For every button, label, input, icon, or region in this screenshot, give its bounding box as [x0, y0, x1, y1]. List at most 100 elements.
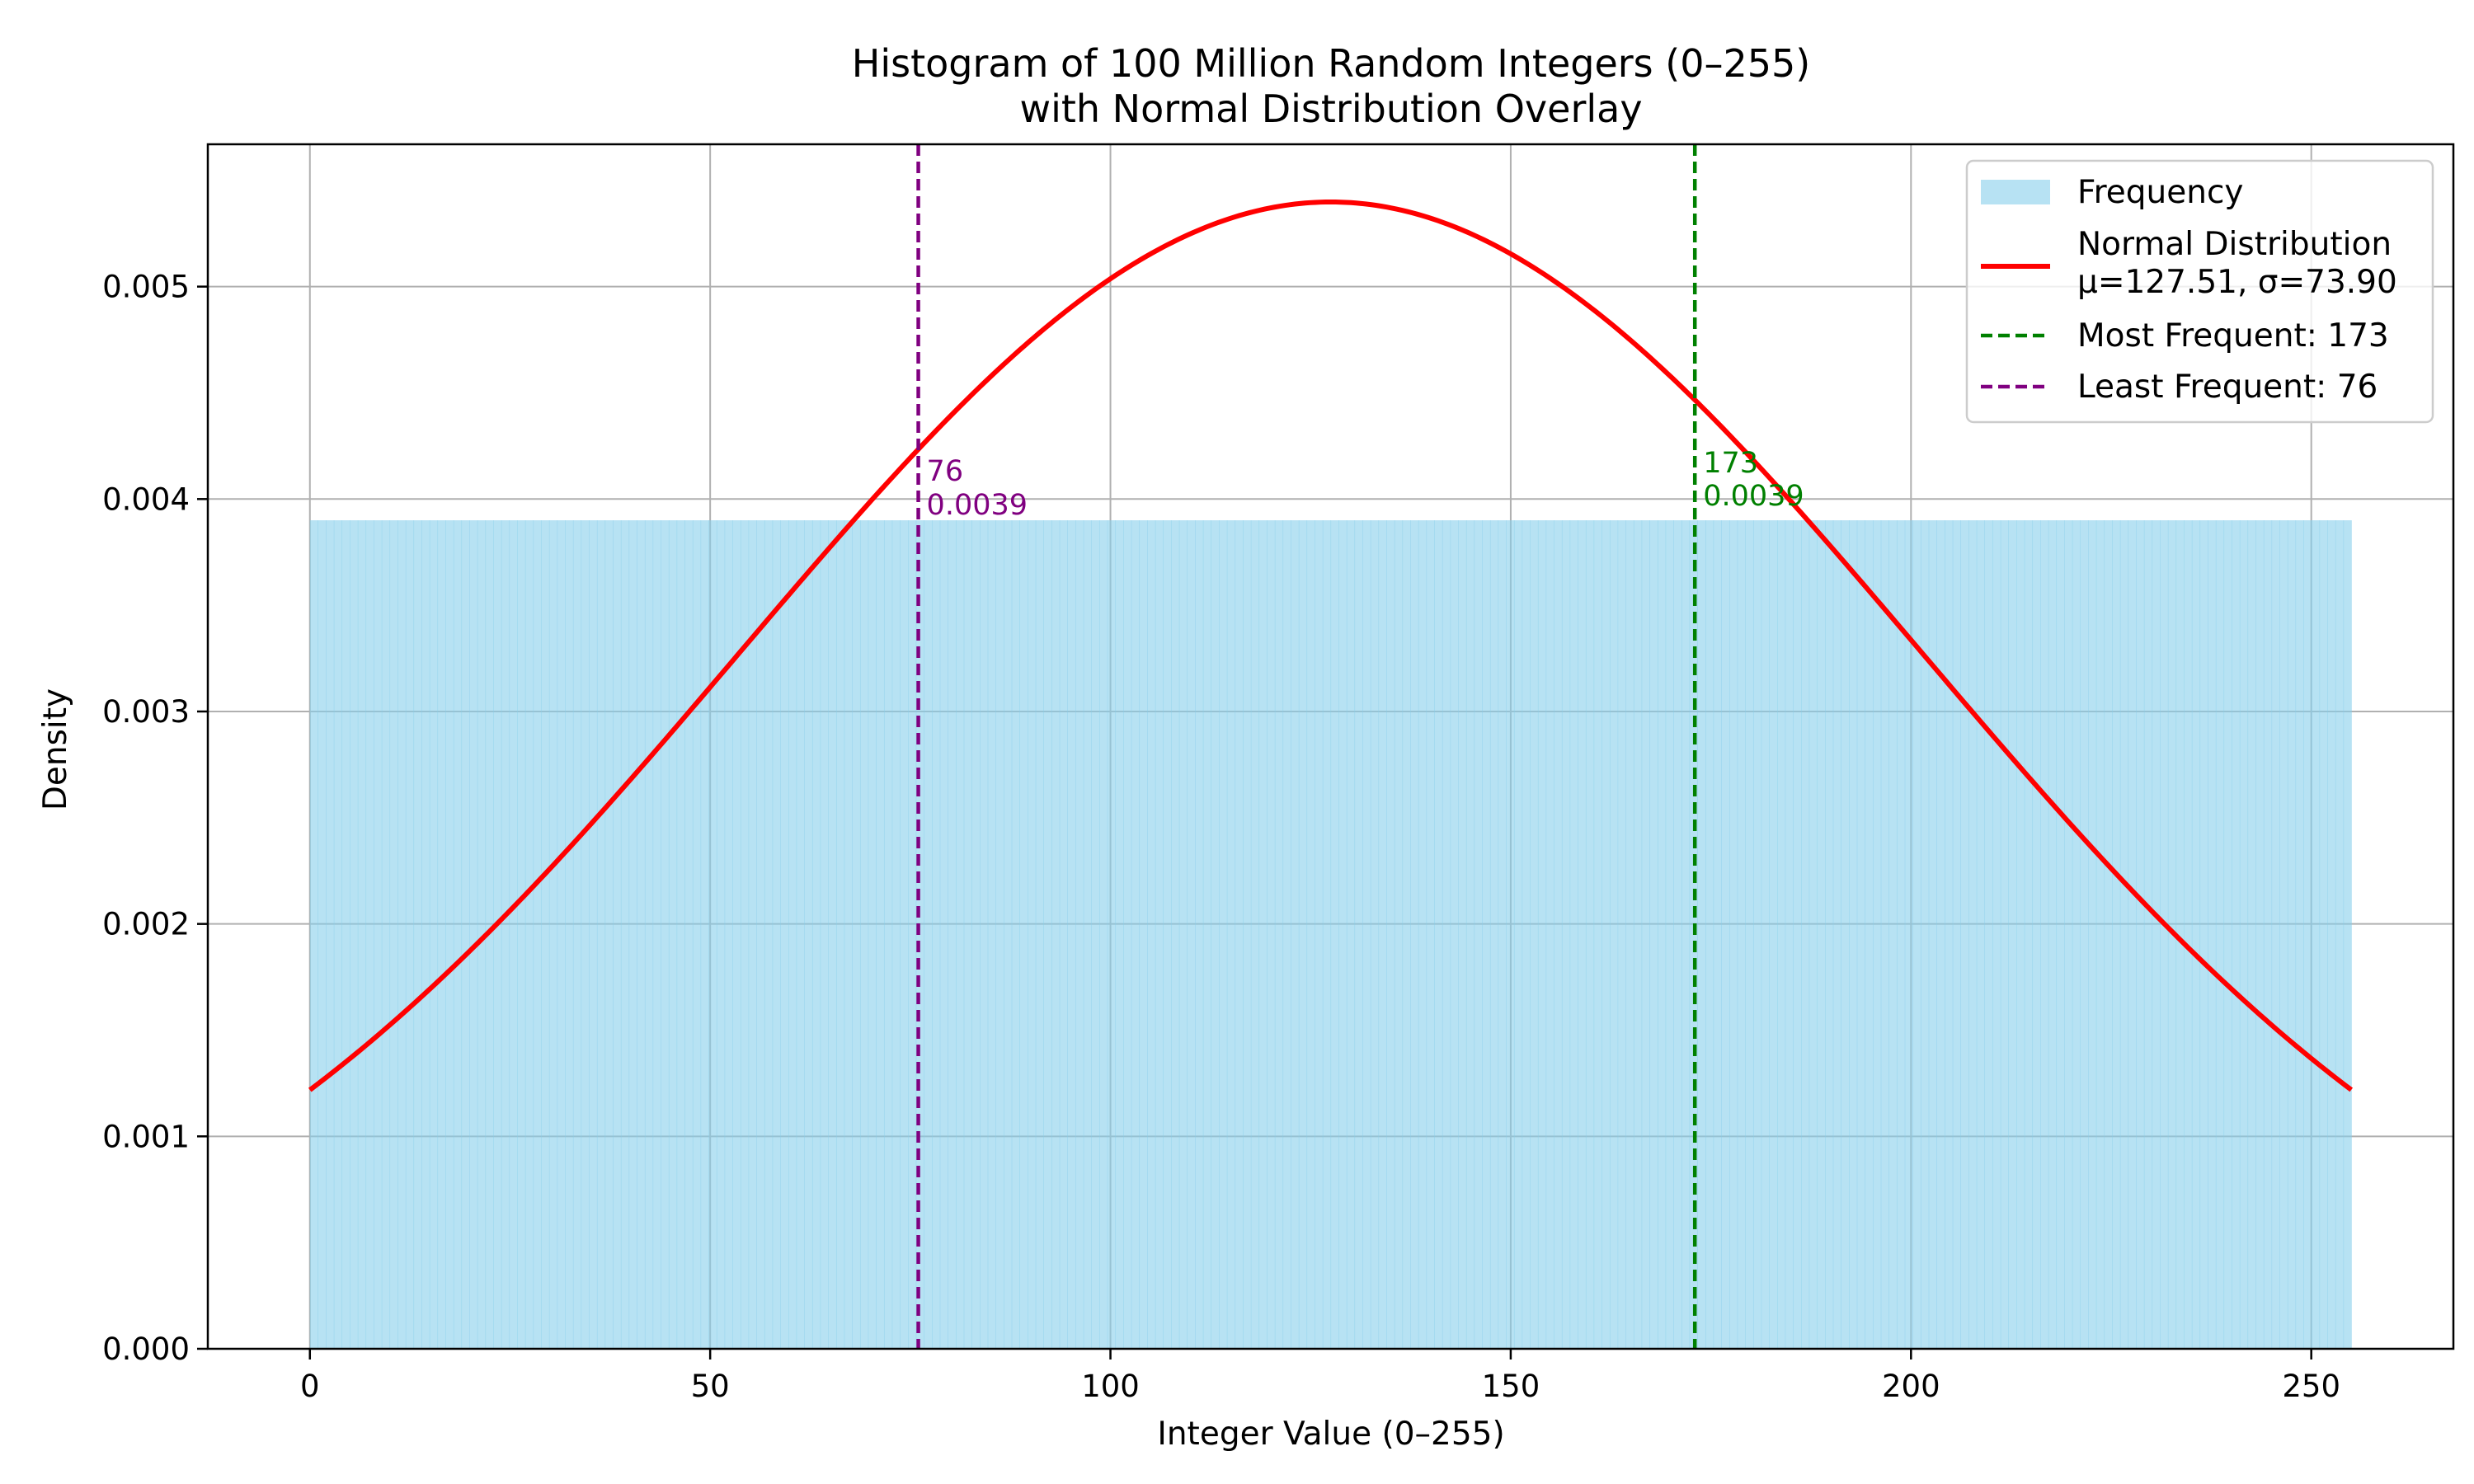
legend: Frequency Normal Distribution μ=127.51, …	[1965, 159, 2434, 424]
histogram-bar	[852, 520, 861, 1349]
histogram-bar	[1226, 520, 1236, 1349]
histogram-bar	[2160, 520, 2169, 1349]
histogram-bar	[1832, 520, 1841, 1349]
histogram-bar	[2032, 520, 2041, 1349]
histogram-bar	[2072, 520, 2081, 1349]
histogram-bar	[1888, 520, 1898, 1349]
histogram-bar	[1306, 520, 1315, 1349]
plot-frame	[206, 143, 2455, 1350]
histogram-bar	[309, 520, 319, 1349]
histogram-bar	[389, 520, 398, 1349]
histogram-bar	[2311, 520, 2321, 1349]
histogram-bar	[596, 520, 606, 1349]
histogram-bar	[2080, 520, 2089, 1349]
histogram-bar	[1298, 520, 1308, 1349]
histogram-bar	[437, 520, 446, 1349]
histogram-bar	[1243, 520, 1252, 1349]
histogram-bar	[1960, 520, 1969, 1349]
histogram-bar	[668, 520, 678, 1349]
histogram-bar	[756, 520, 765, 1349]
histogram-bar	[565, 520, 574, 1349]
histogram-bar	[2199, 520, 2208, 1349]
histogram-bar	[1777, 520, 1786, 1349]
histogram-bar	[2215, 520, 2225, 1349]
histogram-bar	[1402, 520, 1411, 1349]
histogram-bar	[1410, 520, 1419, 1349]
histogram-bar	[2008, 520, 2017, 1349]
histogram-bar	[2303, 520, 2312, 1349]
legend-label-normal-line2: μ=127.51, σ=73.90	[2077, 264, 2397, 301]
histogram-bar	[1178, 520, 1188, 1349]
histogram-bar	[1019, 520, 1028, 1349]
histogram-bar	[509, 520, 518, 1349]
histogram-bar	[1028, 520, 1037, 1349]
histogram-bar	[1147, 520, 1156, 1349]
histogram-bar	[374, 520, 383, 1349]
histogram-bar	[828, 520, 837, 1349]
histogram-bar	[732, 520, 741, 1349]
histogram-bar	[1825, 520, 1834, 1349]
histogram-bar	[1163, 520, 1172, 1349]
histogram-bar	[1195, 520, 1204, 1349]
histogram-bar	[1976, 520, 1986, 1349]
histogram-bar	[1155, 520, 1164, 1349]
histogram-bar	[1426, 520, 1435, 1349]
histogram-bar	[1498, 520, 1507, 1349]
histogram-bar	[2263, 520, 2273, 1349]
histogram-bar	[317, 520, 327, 1349]
histogram-bar	[1386, 520, 1395, 1349]
histogram-bar	[1912, 520, 1921, 1349]
histogram-bar	[2343, 520, 2352, 1349]
x-tick-label: 200	[1882, 1369, 1940, 1404]
histogram-bar	[1673, 520, 1682, 1349]
histogram-bar	[453, 520, 463, 1349]
x-axis-label: Integer Value (0–255)	[1157, 1416, 1504, 1453]
histogram-bar	[1952, 520, 1962, 1349]
histogram-bar	[2136, 520, 2145, 1349]
histogram-bar	[397, 520, 407, 1349]
x-tick-label: 50	[691, 1369, 730, 1404]
histogram-bar	[1465, 520, 1475, 1349]
histogram-bar	[341, 520, 350, 1349]
histogram-bar	[524, 520, 534, 1349]
histogram-bar	[413, 520, 422, 1349]
histogram-bar	[1752, 520, 1762, 1349]
histogram-bar	[365, 520, 374, 1349]
y-tick-label: 0.005	[102, 270, 190, 305]
histogram-bar	[1370, 520, 1380, 1349]
histogram-bar	[1346, 520, 1356, 1349]
histogram-bar	[644, 520, 654, 1349]
legend-label-normal-line1: Normal Distribution	[2077, 226, 2392, 263]
histogram-bar	[684, 520, 694, 1349]
histogram-bar	[2327, 520, 2336, 1349]
histogram-bar	[1202, 520, 1212, 1349]
histogram-bar	[1992, 520, 2001, 1349]
histogram-bar	[1641, 520, 1650, 1349]
histogram-bar	[1442, 520, 1451, 1349]
histogram-bar	[1378, 520, 1387, 1349]
chart-title-line2: with Normal Distribution Overlay	[1019, 87, 1642, 131]
most-frequent-value-label: 173	[1703, 447, 1758, 480]
histogram-bar	[1585, 520, 1595, 1349]
histogram-bar	[421, 520, 430, 1349]
histogram-bar	[1291, 520, 1300, 1349]
histogram-bar	[1506, 520, 1515, 1349]
axis-ticks: 0 50 100 150 200 250 0.000 0.001 0.002 0.003 0.004…	[102, 270, 2340, 1404]
y-tick-label: 0.004	[102, 481, 190, 517]
histogram-bar	[2000, 520, 2010, 1349]
histogram-bars	[309, 520, 2352, 1349]
histogram-bar	[788, 520, 797, 1349]
histogram-bar	[589, 520, 598, 1349]
histogram-bar	[1171, 520, 1180, 1349]
histogram-bar	[445, 520, 454, 1349]
histogram-bar	[2255, 520, 2265, 1349]
histogram-bar	[1602, 520, 1611, 1349]
histogram-bar	[900, 520, 909, 1349]
histogram-bar	[2104, 520, 2113, 1349]
histogram-bar	[1545, 520, 1554, 1349]
histogram-bar	[971, 520, 981, 1349]
histogram-bar	[548, 520, 558, 1349]
histogram-bar	[1617, 520, 1626, 1349]
histogram-bar	[1187, 520, 1196, 1349]
histogram-bar	[1322, 520, 1332, 1349]
